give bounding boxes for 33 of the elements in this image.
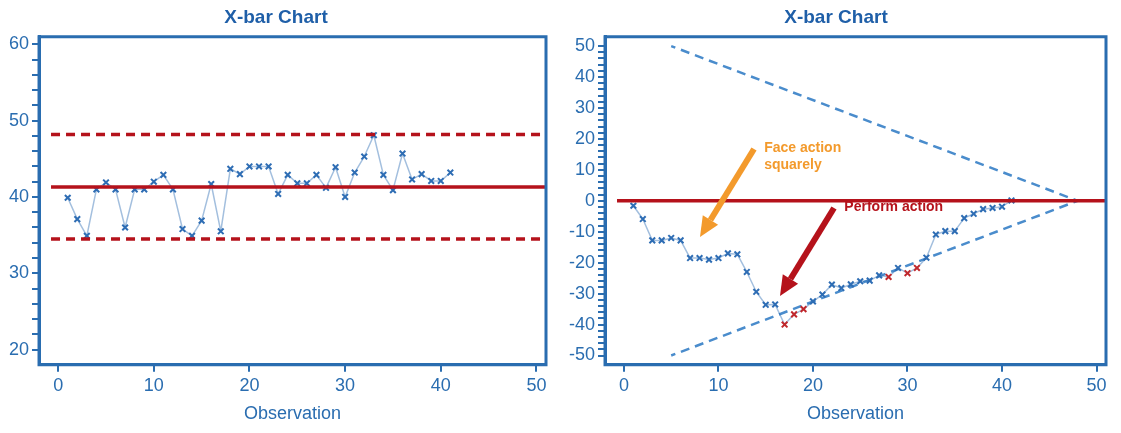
y-tick-label: -40 (569, 313, 596, 334)
y-tick-label: 20 (574, 127, 596, 148)
y-tick-label: 40 (8, 185, 30, 206)
x-tick-label: 0 (53, 374, 64, 395)
y-tick-label: -30 (569, 282, 596, 303)
chart-title: X-bar Chart (224, 5, 329, 27)
y-tick-label: -50 (569, 344, 596, 365)
x-tick-label: 20 (239, 374, 260, 395)
y-tick-label: 30 (574, 96, 596, 117)
chart-title: X-bar Chart (784, 5, 889, 27)
annotation: Face action squarely (764, 138, 843, 173)
y-tick-label: 40 (574, 66, 596, 86)
x-axis-title: Observation (806, 403, 905, 424)
x-tick-label: 30 (897, 374, 918, 395)
y-tick-label: 60 (8, 33, 30, 54)
x-tick-label: 50 (1086, 374, 1107, 395)
x-tick-label: 40 (992, 374, 1013, 395)
x-tick-label: 20 (802, 374, 823, 395)
x-tick-label: 0 (618, 374, 629, 395)
x-tick-label: 30 (335, 374, 356, 395)
y-tick-label: -10 (569, 220, 596, 241)
x-tick-label: 40 (430, 374, 451, 395)
y-tick-label: 10 (574, 158, 596, 179)
x-tick-label: 50 (526, 374, 547, 395)
y-tick-label: 0 (585, 189, 596, 210)
y-tick-label: -20 (569, 251, 596, 272)
y-tick-label: 50 (8, 109, 30, 130)
y-tick-label: 20 (8, 338, 30, 359)
x-tick-label: 10 (708, 374, 729, 395)
y-tick-label: 30 (8, 262, 30, 283)
y-tick-label: 50 (574, 35, 596, 56)
x-axis-title: Observation (243, 403, 342, 424)
x-tick-label: 10 (143, 374, 164, 395)
